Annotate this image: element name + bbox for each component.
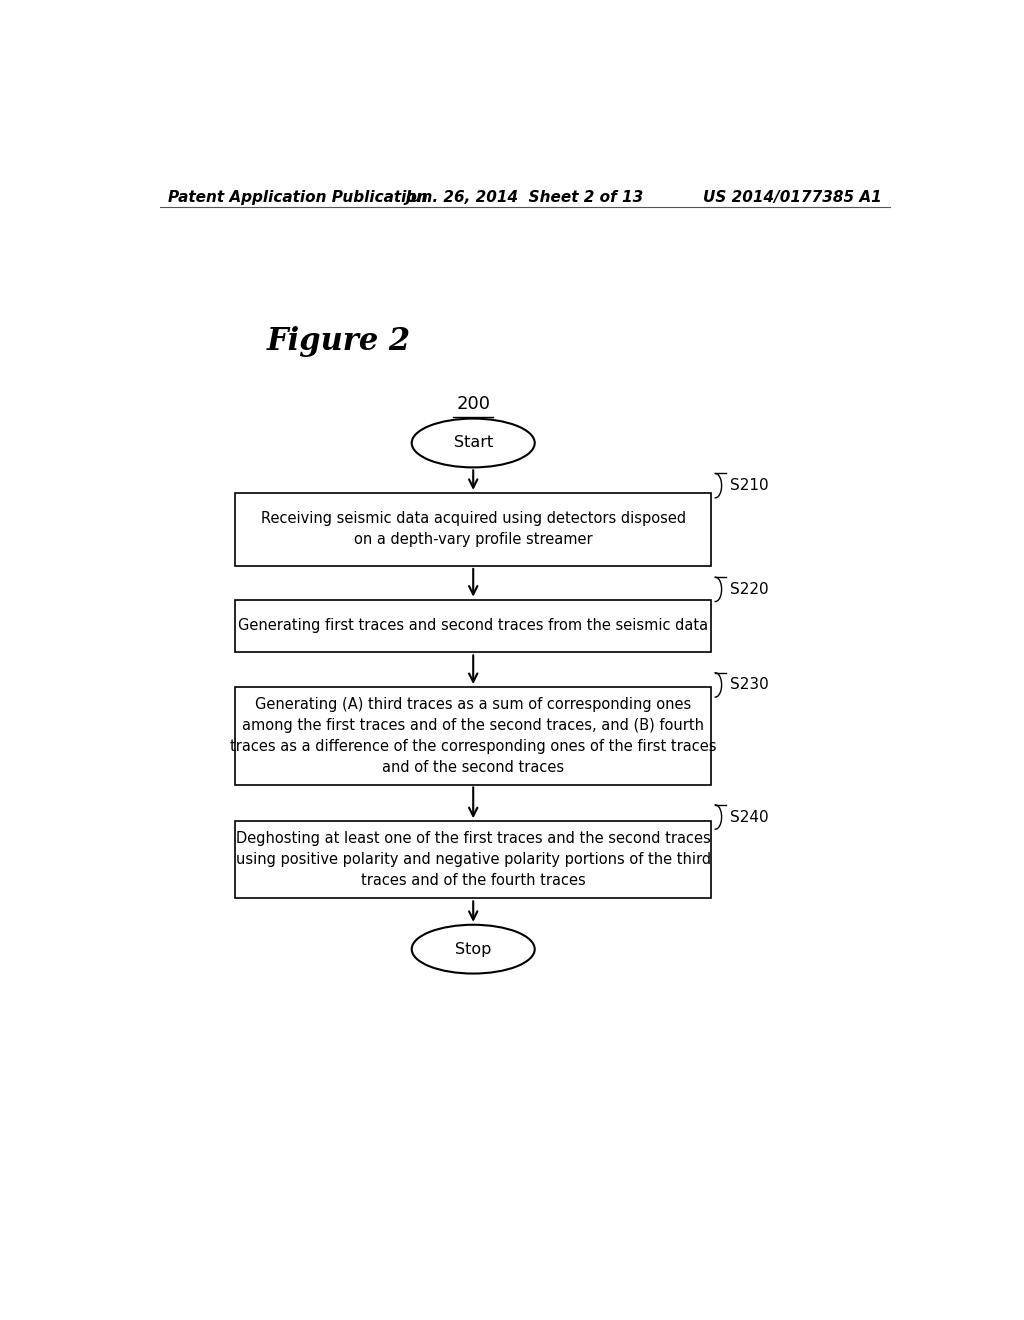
FancyBboxPatch shape	[236, 492, 712, 566]
Ellipse shape	[412, 925, 535, 974]
Text: S210: S210	[729, 478, 768, 494]
Text: Receiving seismic data acquired using detectors disposed
on a depth-vary profile: Receiving seismic data acquired using de…	[261, 511, 686, 548]
Text: US 2014/0177385 A1: US 2014/0177385 A1	[703, 190, 882, 205]
Text: Figure 2: Figure 2	[267, 326, 411, 356]
Text: S220: S220	[729, 582, 768, 597]
Text: Patent Application Publication: Patent Application Publication	[168, 190, 427, 205]
Text: Stop: Stop	[455, 941, 492, 957]
Text: S230: S230	[729, 677, 768, 693]
Text: Generating first traces and second traces from the seismic data: Generating first traces and second trace…	[239, 619, 709, 634]
FancyBboxPatch shape	[236, 821, 712, 899]
Text: 200: 200	[457, 396, 490, 413]
Text: Generating (A) third traces as a sum of corresponding ones
among the first trace: Generating (A) third traces as a sum of …	[230, 697, 717, 775]
FancyBboxPatch shape	[236, 686, 712, 784]
Text: Start: Start	[454, 436, 493, 450]
Text: Deghosting at least one of the first traces and the second traces
using positive: Deghosting at least one of the first tra…	[236, 832, 711, 888]
FancyBboxPatch shape	[236, 599, 712, 652]
Text: Jun. 26, 2014  Sheet 2 of 13: Jun. 26, 2014 Sheet 2 of 13	[406, 190, 644, 205]
Ellipse shape	[412, 418, 535, 467]
Text: S240: S240	[729, 809, 768, 825]
